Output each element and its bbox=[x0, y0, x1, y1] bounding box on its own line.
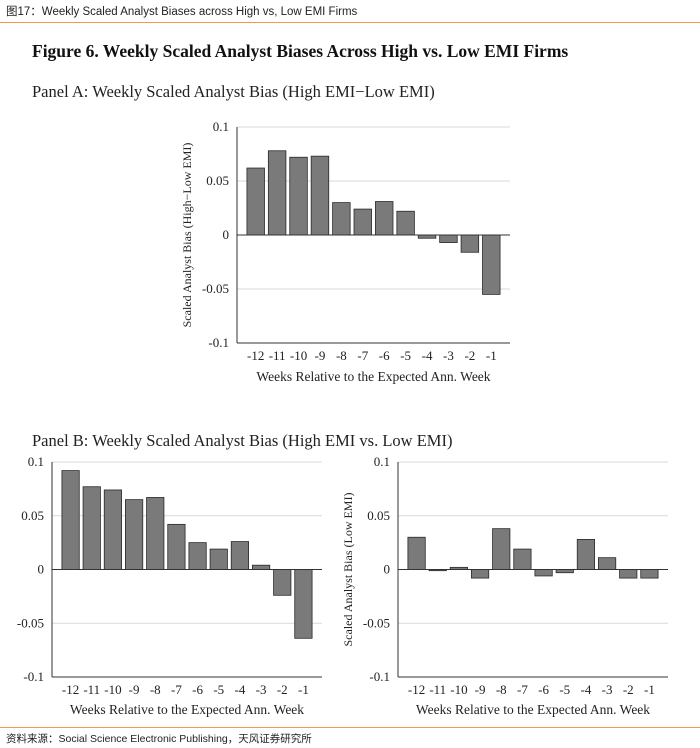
y-tick-label: 0.1 bbox=[374, 454, 390, 469]
chart-panel-b-high: 0.1 0.05 0 -0.05 -0.1 -12 -11 -10 -9 -8 -7 -6 -5 -4 -3… bbox=[17, 454, 322, 717]
x-tick-label: -6 bbox=[192, 682, 203, 697]
bar bbox=[230, 541, 249, 570]
x-tick-label: -11 bbox=[83, 682, 100, 697]
x-tick-label: -11 bbox=[269, 348, 286, 363]
bar bbox=[482, 234, 501, 295]
x-tick-label: -7 bbox=[171, 682, 182, 697]
panel-b-title: Panel B: Weekly Scaled Analyst Bias (Hig… bbox=[32, 431, 453, 450]
bar bbox=[332, 202, 351, 236]
x-tick-label: -8 bbox=[336, 348, 347, 363]
x-tick-label: -3 bbox=[443, 348, 454, 363]
x-tick-label: -10 bbox=[104, 682, 121, 697]
x-tick-label: -11 bbox=[429, 682, 446, 697]
bar bbox=[125, 499, 144, 570]
x-tick-label: -1 bbox=[644, 682, 655, 697]
y-axis-label: Scaled Analyst Bias (Low EMI) bbox=[341, 493, 355, 647]
x-tick-label: -2 bbox=[464, 348, 475, 363]
x-tick-label: -12 bbox=[247, 348, 264, 363]
bar bbox=[353, 208, 372, 236]
x-tick-label: -1 bbox=[298, 682, 309, 697]
x-tick-label: -2 bbox=[277, 682, 288, 697]
y-tick-label: -0.1 bbox=[23, 669, 44, 684]
y-tick-label: 0 bbox=[38, 562, 45, 577]
chart-panel-b-low: 0.1 0.05 0 -0.05 -0.1 -12 -11 -10 -9 -8 -7 -6 -5 -4 -3… bbox=[341, 454, 668, 717]
bar bbox=[246, 167, 265, 236]
y-tick-label: 0.05 bbox=[206, 173, 229, 188]
figure-caption: 图17：Weekly Scaled Analyst Biases across … bbox=[6, 6, 358, 18]
bar bbox=[209, 548, 228, 570]
header-bar: 图17：Weekly Scaled Analyst Biases across … bbox=[0, 0, 700, 23]
bar bbox=[375, 201, 394, 236]
x-tick-label: -9 bbox=[129, 682, 140, 697]
bar bbox=[439, 234, 458, 243]
bar bbox=[640, 569, 659, 579]
y-tick-label: 0.05 bbox=[367, 508, 390, 523]
bar bbox=[82, 486, 101, 570]
bar bbox=[289, 156, 308, 236]
panel-a-title: Panel A: Weekly Scaled Analyst Bias (Hig… bbox=[32, 82, 435, 101]
x-tick-label: -8 bbox=[150, 682, 161, 697]
y-tick-label: -0.05 bbox=[363, 615, 390, 630]
x-tick-label: -5 bbox=[213, 682, 224, 697]
x-tick-label: -4 bbox=[422, 348, 433, 363]
x-tick-label: -3 bbox=[602, 682, 613, 697]
x-tick-label: -4 bbox=[580, 682, 591, 697]
x-tick-label: -6 bbox=[538, 682, 549, 697]
x-tick-label: -1 bbox=[486, 348, 497, 363]
x-axis-label: Weeks Relative to the Expected Ann. Week bbox=[416, 702, 650, 717]
x-tick-label: -9 bbox=[315, 348, 326, 363]
footer-bar: 资料来源：Social Science Electronic Publishin… bbox=[0, 727, 700, 748]
bar bbox=[188, 542, 207, 570]
bar bbox=[294, 569, 313, 639]
y-tick-label: -0.05 bbox=[202, 281, 229, 296]
bar bbox=[273, 569, 292, 596]
bar bbox=[310, 155, 330, 236]
figure-title: Figure 6. Weekly Scaled Analyst Biases A… bbox=[32, 41, 569, 61]
bar bbox=[534, 569, 553, 577]
bar bbox=[167, 523, 186, 570]
x-tick-label: -7 bbox=[517, 682, 528, 697]
x-tick-label: -6 bbox=[379, 348, 390, 363]
y-tick-label: -0.1 bbox=[208, 335, 229, 350]
y-tick-label: 0.05 bbox=[21, 508, 44, 523]
bar bbox=[460, 234, 480, 253]
x-tick-label: -7 bbox=[357, 348, 368, 363]
y-tick-label: 0 bbox=[384, 562, 391, 577]
y-tick-label: 0 bbox=[223, 227, 230, 242]
y-tick-label: 0.1 bbox=[28, 454, 44, 469]
bar bbox=[103, 489, 122, 570]
bar bbox=[492, 528, 511, 570]
x-tick-label: -5 bbox=[400, 348, 411, 363]
bar bbox=[471, 569, 490, 579]
bar bbox=[146, 497, 165, 570]
x-tick-label: -8 bbox=[496, 682, 507, 697]
bar bbox=[252, 564, 271, 570]
x-axis-label: Weeks Relative to the Expected Ann. Week bbox=[70, 702, 304, 717]
bar bbox=[513, 548, 532, 570]
y-tick-label: -0.1 bbox=[369, 669, 390, 684]
bar bbox=[396, 210, 415, 236]
y-tick-label: -0.05 bbox=[17, 615, 44, 630]
y-tick-label: 0.1 bbox=[213, 119, 229, 134]
x-axis-label: Weeks Relative to the Expected Ann. Week bbox=[256, 369, 490, 384]
bar bbox=[598, 557, 617, 570]
bar bbox=[267, 150, 287, 236]
x-tick-label: -12 bbox=[62, 682, 79, 697]
bar bbox=[576, 539, 595, 570]
x-tick-label: -10 bbox=[290, 348, 307, 363]
x-tick-label: -5 bbox=[559, 682, 570, 697]
x-tick-label: -4 bbox=[234, 682, 245, 697]
x-tick-label: -9 bbox=[475, 682, 486, 697]
bar bbox=[619, 569, 638, 579]
bar bbox=[407, 536, 426, 570]
y-axis-label: Scaled Analyst Bias (High−Low EMI) bbox=[180, 143, 194, 328]
x-tick-label: -2 bbox=[623, 682, 634, 697]
x-tick-label: -12 bbox=[408, 682, 425, 697]
chart-panel-a: 0.1 0.05 0 -0.05 -0.1 -12 -11 -10 -9 -8 -7 -6 -5 -4 -3… bbox=[180, 119, 510, 384]
source-note: 资料来源：Social Science Electronic Publishin… bbox=[6, 733, 312, 745]
bar bbox=[61, 470, 80, 570]
x-tick-label: -3 bbox=[256, 682, 267, 697]
x-tick-label: -10 bbox=[450, 682, 467, 697]
